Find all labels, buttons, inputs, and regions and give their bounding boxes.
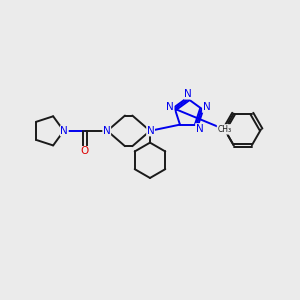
Text: N: N (60, 126, 68, 136)
Text: N: N (103, 126, 111, 136)
Text: N: N (202, 102, 210, 112)
Text: N: N (196, 124, 203, 134)
Text: N: N (147, 126, 154, 136)
Text: O: O (81, 146, 89, 157)
Text: N: N (184, 89, 192, 99)
Text: N: N (166, 102, 174, 112)
Text: CH₃: CH₃ (217, 124, 231, 134)
Text: CH₃: CH₃ (217, 125, 231, 134)
